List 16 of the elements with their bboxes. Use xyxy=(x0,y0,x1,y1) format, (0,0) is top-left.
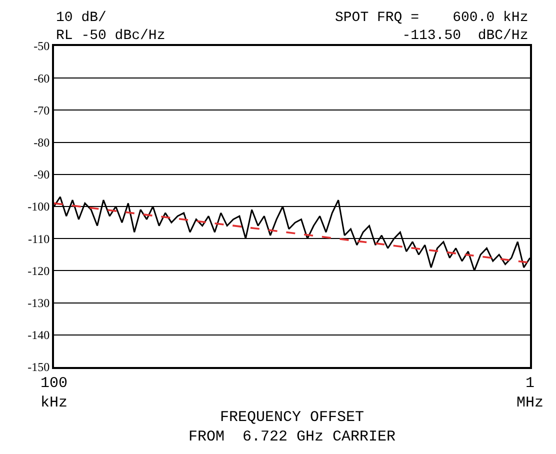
x-axis-title: FREQUENCY OFFSET FROM 6.722 GHz CARRIER xyxy=(188,409,396,446)
text: SPOT FRQ = 600.0 kHz -113.50 dBC/Hz xyxy=(335,10,528,44)
y-tick-label: -110 xyxy=(28,232,50,246)
y-tick-label: -60 xyxy=(34,71,50,86)
y-tick-label: -50 xyxy=(34,39,50,54)
x-tick-label: 100 kHz xyxy=(40,375,68,412)
y-tick-label: -130 xyxy=(28,296,50,310)
y-tick-label: -70 xyxy=(34,103,50,118)
y-tick-label: -90 xyxy=(34,168,50,182)
y-tick-label: -120 xyxy=(28,264,50,278)
y-tick-label: -80 xyxy=(34,136,50,150)
y-tick-label: -100 xyxy=(28,200,50,214)
x-tick-label: 1 MHz xyxy=(516,375,544,412)
y-tick-label: -140 xyxy=(28,328,50,342)
text: 10 dB/ RL -50 dBc/Hz xyxy=(56,10,166,44)
y-tick-label: -150 xyxy=(28,360,50,374)
